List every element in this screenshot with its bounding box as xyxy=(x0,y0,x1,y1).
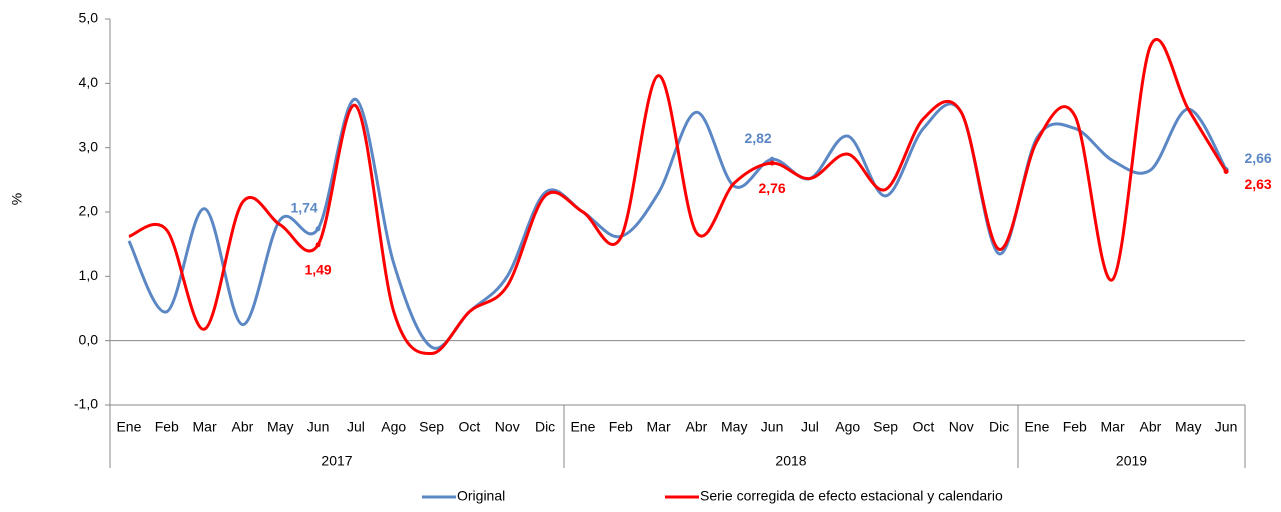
x-tick-label: Jun xyxy=(1215,419,1238,435)
x-tick-label: Jun xyxy=(307,419,330,435)
x-tick-label: Abr xyxy=(232,419,254,435)
x-tick-label: Mar xyxy=(647,419,671,435)
y-tick-label: 0,0 xyxy=(79,331,99,347)
data-label: 2,63 xyxy=(1244,176,1271,192)
x-tick-label: Ago xyxy=(835,419,860,435)
point-marker xyxy=(315,226,321,232)
x-tick-label: Ago xyxy=(381,419,406,435)
data-label: 1,49 xyxy=(304,262,331,278)
x-tick-label: Dic xyxy=(535,419,555,435)
x-tick-label: Sep xyxy=(873,419,898,435)
x-tick-label: Abr xyxy=(1140,419,1162,435)
point-marker xyxy=(769,156,775,162)
y-tick-label: -1,0 xyxy=(74,396,98,412)
x-tick-label: Jul xyxy=(801,419,819,435)
x-tick-label: Ene xyxy=(1024,419,1049,435)
x-tick-label: Jul xyxy=(347,419,365,435)
y-tick-label: 2,0 xyxy=(79,203,99,219)
data-label: 2,66 xyxy=(1244,150,1271,166)
y-axis-label: % xyxy=(9,193,25,205)
data-label: 2,76 xyxy=(758,180,785,196)
y-tick-label: 5,0 xyxy=(79,10,99,26)
point-marker xyxy=(769,160,775,166)
series-line xyxy=(128,37,1228,356)
x-tick-label: Sep xyxy=(419,419,444,435)
x-tick-label: Dic xyxy=(989,419,1009,435)
x-tick-label: Mar xyxy=(193,419,217,435)
data-label: 1,74 xyxy=(290,199,317,215)
x-tick-label: Oct xyxy=(459,419,481,435)
x-tick-label: Ene xyxy=(116,419,141,435)
x-tick-label: Feb xyxy=(1063,419,1087,435)
x-tick-label: May xyxy=(267,419,293,435)
x-tick-label: Feb xyxy=(609,419,633,435)
series-line xyxy=(127,97,1228,350)
y-tick-label: 1,0 xyxy=(79,267,99,283)
x-tick-label: May xyxy=(721,419,747,435)
x-tick-label: Mar xyxy=(1101,419,1125,435)
x-tick-label: Jun xyxy=(761,419,784,435)
x-tick-label: Nov xyxy=(949,419,974,435)
x-tick-label: Nov xyxy=(495,419,520,435)
y-tick-label: 3,0 xyxy=(79,138,99,154)
legend-label: Original xyxy=(457,488,505,504)
year-label: 2019 xyxy=(1116,453,1147,469)
x-tick-label: Ene xyxy=(570,419,595,435)
data-label: 2,82 xyxy=(744,130,771,146)
point-marker xyxy=(1223,168,1229,174)
year-label: 2017 xyxy=(321,453,352,469)
x-tick-label: Oct xyxy=(913,419,935,435)
y-tick-label: 4,0 xyxy=(79,74,99,90)
x-tick-label: May xyxy=(1175,419,1201,435)
year-label: 2018 xyxy=(775,453,806,469)
x-tick-label: Feb xyxy=(155,419,179,435)
legend-label: Serie corregida de efecto estacional y c… xyxy=(700,488,1003,504)
x-tick-label: Abr xyxy=(686,419,708,435)
point-marker xyxy=(315,242,321,248)
